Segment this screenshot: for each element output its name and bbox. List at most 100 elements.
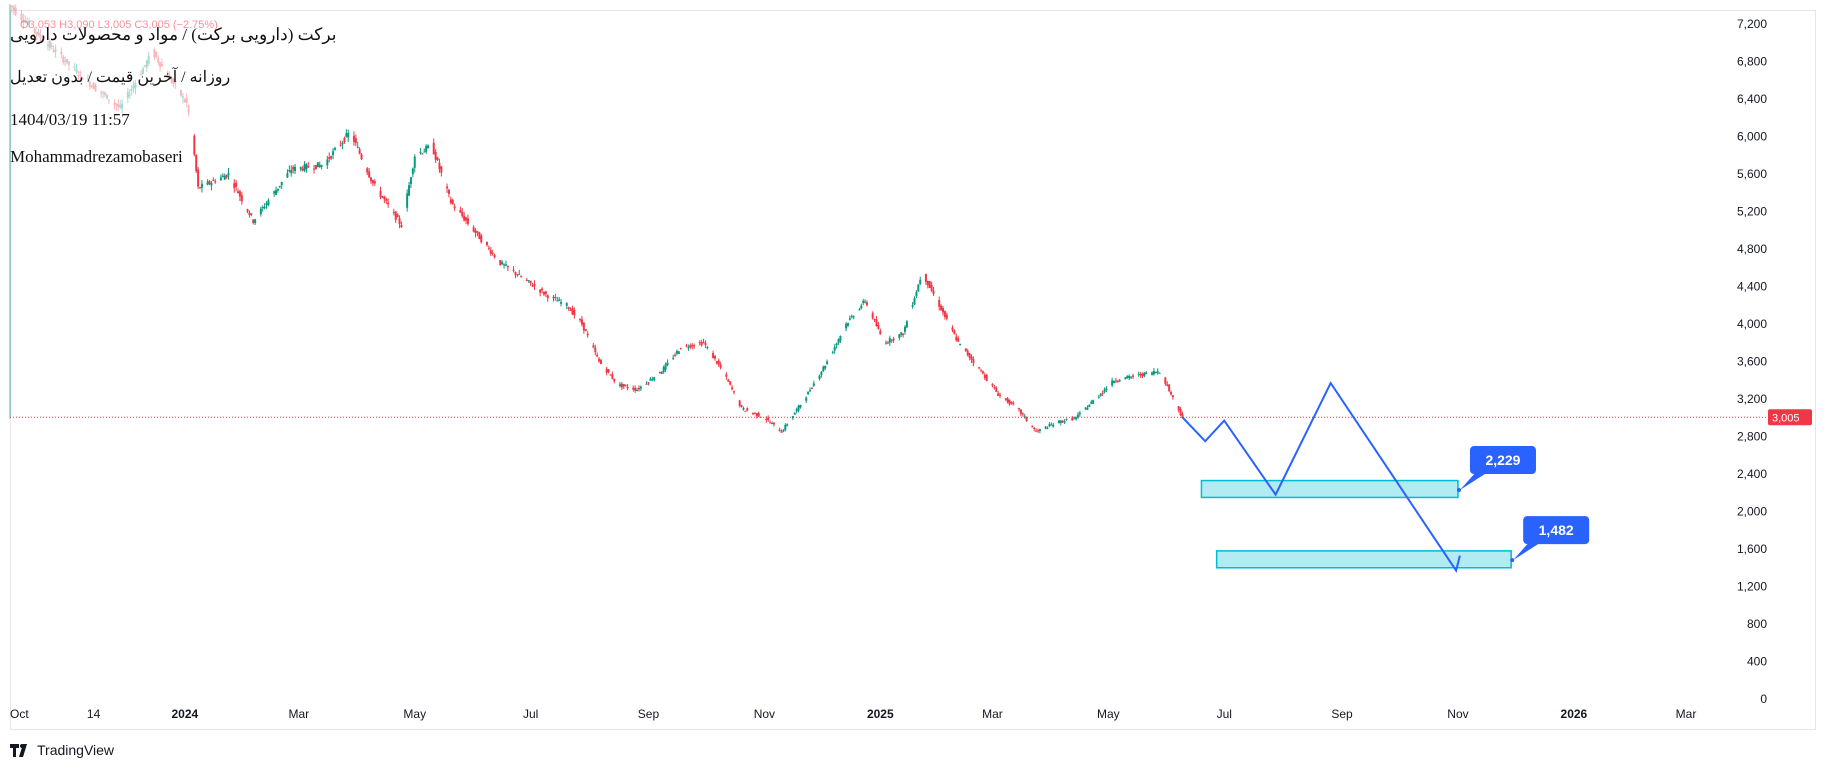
candle-body — [691, 345, 694, 347]
candle-body — [1181, 414, 1184, 419]
candle — [753, 412, 756, 415]
target-zone[interactable] — [1200, 479, 1459, 499]
candle — [940, 304, 943, 311]
candle-body — [890, 339, 893, 342]
candle — [820, 370, 823, 378]
candle — [831, 350, 834, 355]
candle-body — [485, 241, 488, 246]
candle-body — [919, 279, 922, 284]
candle-body — [930, 284, 933, 291]
candle-body — [145, 60, 148, 68]
y-tick-label: 4,400 — [1737, 280, 1767, 294]
callout-badge[interactable] — [1469, 446, 1536, 475]
candle-body — [294, 166, 297, 172]
candle — [73, 63, 76, 71]
candle-body — [666, 362, 669, 366]
candle — [529, 280, 532, 286]
candle — [41, 36, 44, 42]
candle-body — [985, 374, 988, 381]
candle — [980, 368, 983, 372]
candle-body — [687, 347, 690, 349]
candle-body — [767, 417, 770, 421]
candle — [92, 81, 95, 90]
x-tick-label: Mar — [288, 707, 309, 721]
candle — [478, 231, 481, 240]
candle-body — [1037, 430, 1040, 432]
candle-body — [126, 91, 129, 99]
candle — [79, 70, 82, 78]
candle-body — [265, 203, 268, 205]
callout-anchor — [1510, 558, 1515, 563]
candle-body — [119, 105, 122, 108]
candle-body — [1071, 417, 1074, 421]
candle — [294, 163, 297, 175]
target-zone[interactable] — [1215, 550, 1512, 569]
candle-body — [248, 212, 251, 216]
candle — [1006, 396, 1009, 404]
candle — [531, 282, 534, 287]
candle-body — [465, 217, 468, 221]
candle — [955, 333, 958, 342]
candle — [1033, 426, 1036, 432]
callout-badge[interactable] — [1523, 516, 1590, 545]
candle-body — [599, 359, 602, 364]
candle — [1126, 375, 1129, 379]
candle — [1124, 376, 1127, 380]
candle-body — [425, 146, 428, 152]
candle-body — [679, 348, 682, 350]
candle-body — [791, 416, 794, 419]
candle-body — [885, 342, 888, 344]
candle — [770, 421, 773, 425]
candle — [738, 399, 741, 408]
candle — [275, 186, 278, 196]
candle — [343, 136, 346, 144]
candle-body — [314, 165, 317, 169]
candle — [772, 422, 775, 427]
callout-pointer — [1459, 472, 1488, 491]
candle — [105, 94, 108, 100]
candle-body — [52, 49, 55, 52]
candle — [664, 362, 667, 373]
candle — [208, 180, 211, 185]
candle-body — [529, 280, 532, 284]
candle-body — [360, 154, 363, 160]
candle — [546, 294, 549, 302]
candle-body — [419, 152, 422, 154]
candle-body — [22, 19, 25, 23]
candle — [248, 210, 251, 218]
candle — [1088, 404, 1091, 408]
candle — [235, 179, 238, 192]
candle-body — [408, 185, 411, 196]
candle — [552, 294, 555, 302]
candle — [620, 382, 623, 391]
tradingview-brand[interactable]: TradingView — [10, 742, 114, 758]
candle — [677, 350, 680, 355]
candle-body — [387, 202, 390, 205]
candle — [596, 352, 599, 358]
candle — [713, 355, 716, 361]
projection-path[interactable] — [1181, 381, 1461, 574]
candle — [392, 208, 395, 216]
candle — [250, 213, 253, 217]
candle — [786, 423, 789, 427]
candle — [542, 291, 545, 297]
candle — [864, 299, 867, 304]
candle — [915, 290, 918, 299]
candle — [366, 167, 369, 176]
candle — [687, 344, 690, 351]
candle-body — [565, 303, 568, 306]
candle — [368, 168, 371, 179]
candle-body — [953, 330, 956, 335]
candle — [219, 174, 222, 182]
candle-body — [434, 152, 437, 160]
candle — [995, 386, 998, 393]
callout-label: 1,482 — [1539, 522, 1574, 538]
candle-body — [674, 354, 677, 356]
candle-body — [280, 181, 283, 186]
candle-body — [328, 157, 331, 159]
candle — [77, 70, 80, 80]
candle — [326, 155, 329, 169]
candle-body — [276, 188, 279, 191]
candle-body — [394, 211, 397, 220]
